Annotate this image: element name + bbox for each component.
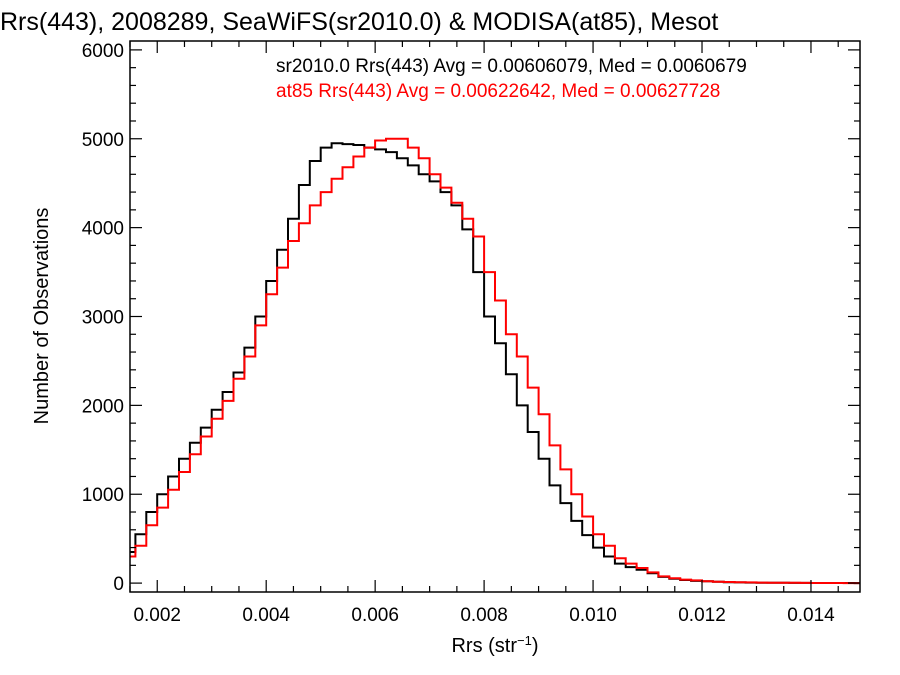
x-axis-label-close: ) bbox=[532, 635, 539, 657]
x-tick-label: 0.006 bbox=[351, 605, 399, 626]
tick-layer: 0.002 0.004 0.006 0.008 0.010 0.012 0.014 0 1000… bbox=[82, 41, 860, 626]
legend-entry-sr2010: sr2010.0 Rrs(443) Avg = 0.00606079, Med … bbox=[276, 56, 747, 77]
series-line-0 bbox=[130, 142, 860, 585]
y-tick-label: 0 bbox=[113, 574, 124, 595]
x-axis-label-superscript: −1 bbox=[517, 633, 532, 648]
x-axis-label-text: Rrs (str bbox=[451, 635, 517, 657]
chart-title: Rrs(443), 2008289, SeaWiFS(sr2010.0) & M… bbox=[0, 8, 718, 36]
y-tick-label: 5000 bbox=[82, 130, 124, 151]
legend: sr2010.0 Rrs(443) Avg = 0.00606079, Med … bbox=[276, 56, 747, 102]
series-line-1 bbox=[130, 137, 860, 585]
y-tick-label: 4000 bbox=[82, 219, 124, 240]
x-tick-label: 0.004 bbox=[242, 605, 290, 626]
y-tick-label: 1000 bbox=[82, 485, 124, 506]
y-axis-label: Number of Observations bbox=[31, 208, 53, 425]
series-layer bbox=[130, 137, 860, 585]
y-tick-label: 3000 bbox=[82, 308, 124, 329]
x-tick-label: 0.008 bbox=[460, 605, 508, 626]
x-tick-label: 0.010 bbox=[569, 605, 617, 626]
x-axis-label: Rrs (str−1) bbox=[451, 633, 538, 657]
x-tick-label: 0.014 bbox=[787, 605, 835, 626]
legend-entry-at85: at85 Rrs(443) Avg = 0.00622642, Med = 0.… bbox=[276, 81, 720, 102]
x-tick-label: 0.012 bbox=[678, 605, 726, 626]
y-tick-label: 6000 bbox=[82, 41, 124, 62]
y-tick-label: 2000 bbox=[82, 396, 124, 417]
x-tick-label: 0.002 bbox=[133, 605, 181, 626]
